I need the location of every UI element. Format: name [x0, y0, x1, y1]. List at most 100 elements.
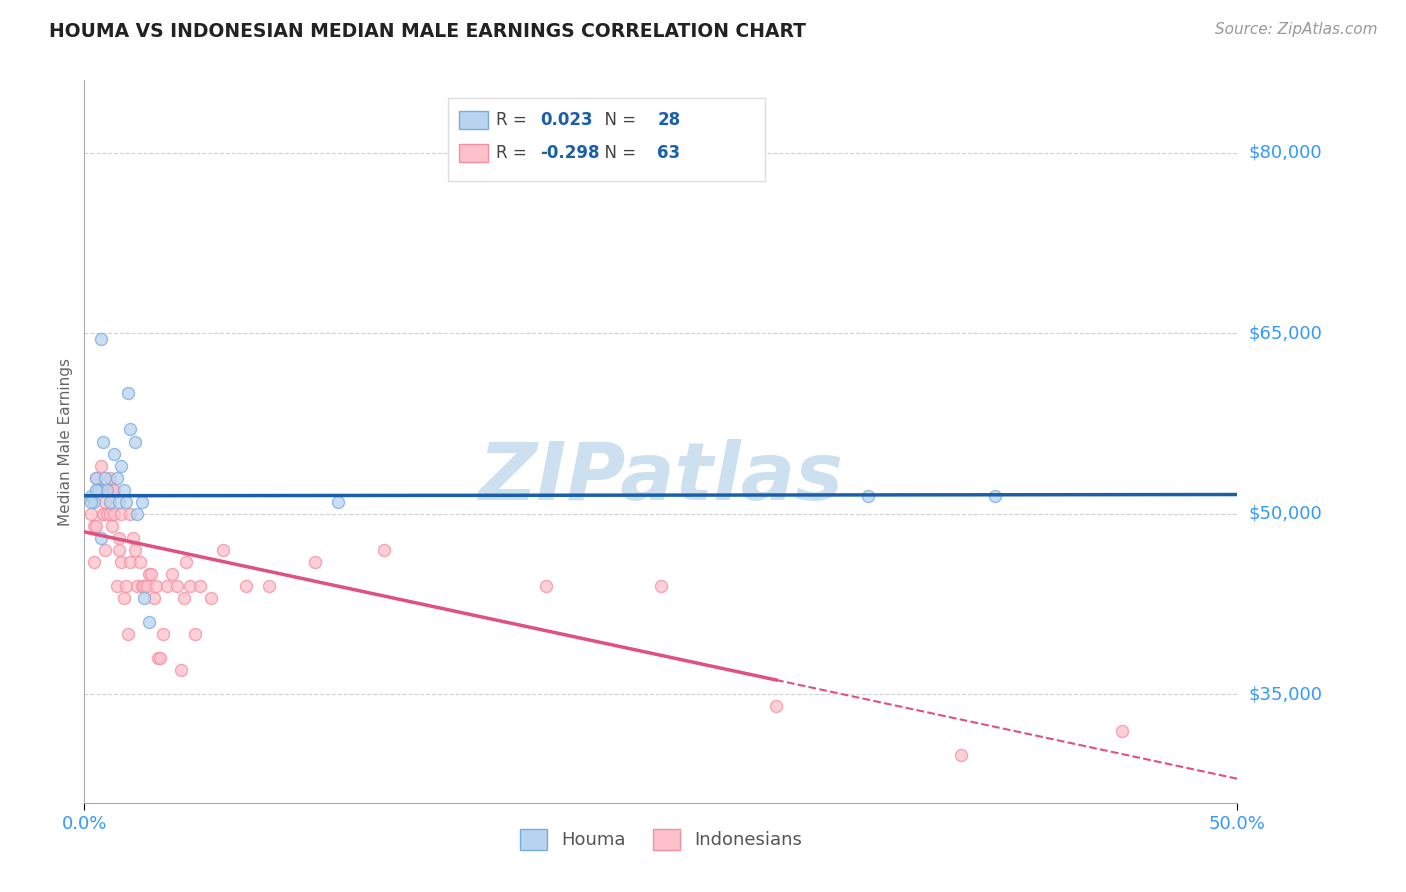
Point — [83, 518, 105, 533]
Point — [96, 483, 118, 497]
Point — [108, 494, 131, 508]
Point — [134, 591, 156, 605]
Point — [110, 507, 132, 521]
Point — [131, 494, 153, 508]
Point — [91, 434, 114, 449]
Text: ZIPatlas: ZIPatlas — [478, 439, 844, 516]
Text: $35,000: $35,000 — [1249, 685, 1323, 704]
Point — [156, 579, 179, 593]
Point — [138, 615, 160, 630]
Point — [115, 494, 138, 508]
Point — [94, 470, 117, 484]
Point — [173, 591, 195, 605]
Point — [89, 483, 111, 497]
Text: $50,000: $50,000 — [1249, 505, 1322, 523]
Point — [117, 386, 139, 401]
Point — [101, 483, 124, 497]
Point — [152, 627, 174, 641]
Point — [91, 507, 114, 521]
Legend: Houma, Indonesians: Houma, Indonesians — [510, 820, 811, 859]
Point — [80, 494, 103, 508]
Point — [127, 507, 149, 521]
Point — [101, 518, 124, 533]
Point — [94, 542, 117, 557]
Point — [83, 494, 105, 508]
Point — [138, 567, 160, 582]
Point — [235, 579, 257, 593]
Point — [145, 579, 167, 593]
Text: -0.298: -0.298 — [540, 144, 599, 161]
Point — [80, 489, 103, 503]
Point — [326, 494, 349, 508]
Point — [211, 542, 233, 557]
Text: HOUMA VS INDONESIAN MEDIAN MALE EARNINGS CORRELATION CHART: HOUMA VS INDONESIAN MEDIAN MALE EARNINGS… — [49, 22, 806, 41]
Point — [96, 507, 118, 521]
Point — [650, 579, 672, 593]
Point — [84, 470, 107, 484]
FancyBboxPatch shape — [460, 144, 488, 161]
Point — [98, 494, 121, 508]
Point — [200, 591, 222, 605]
Point — [170, 664, 193, 678]
Text: N =: N = — [593, 111, 641, 129]
Point — [141, 567, 163, 582]
Point — [117, 627, 139, 641]
Point — [188, 579, 211, 593]
Point — [127, 579, 149, 593]
Point — [103, 446, 125, 460]
Point — [121, 531, 143, 545]
Point — [83, 555, 105, 569]
Point — [110, 458, 132, 473]
Point — [146, 651, 169, 665]
Point — [112, 483, 135, 497]
Point — [120, 422, 142, 436]
Point — [115, 579, 138, 593]
Point — [87, 483, 110, 497]
Point — [184, 627, 207, 641]
FancyBboxPatch shape — [447, 98, 765, 181]
Text: R =: R = — [496, 144, 531, 161]
Point — [98, 470, 121, 484]
Point — [89, 531, 111, 545]
Y-axis label: Median Male Earnings: Median Male Earnings — [58, 358, 73, 525]
Text: N =: N = — [593, 144, 641, 161]
Text: 28: 28 — [658, 111, 681, 129]
Point — [105, 470, 128, 484]
Text: 63: 63 — [658, 144, 681, 161]
Point — [112, 591, 135, 605]
FancyBboxPatch shape — [460, 111, 488, 129]
Point — [166, 579, 188, 593]
Text: 0.023: 0.023 — [540, 111, 592, 129]
Point — [135, 579, 157, 593]
Point — [160, 567, 183, 582]
Point — [108, 531, 131, 545]
Point — [131, 579, 153, 593]
Point — [858, 489, 880, 503]
Point — [103, 507, 125, 521]
Point — [149, 651, 172, 665]
Text: R =: R = — [496, 111, 531, 129]
Point — [110, 555, 132, 569]
Point — [373, 542, 395, 557]
Point — [142, 591, 165, 605]
Point — [134, 579, 156, 593]
Text: Source: ZipAtlas.com: Source: ZipAtlas.com — [1215, 22, 1378, 37]
Point — [124, 542, 146, 557]
Point — [120, 507, 142, 521]
Point — [84, 518, 107, 533]
Point — [84, 470, 107, 484]
Point — [87, 483, 110, 497]
Point — [179, 579, 201, 593]
Point — [120, 555, 142, 569]
Point — [1111, 723, 1133, 738]
Point — [98, 507, 121, 521]
Text: $80,000: $80,000 — [1249, 144, 1322, 161]
Point — [257, 579, 280, 593]
Point — [105, 579, 128, 593]
Point — [91, 507, 114, 521]
Point — [128, 555, 150, 569]
Point — [89, 458, 111, 473]
Point — [304, 555, 326, 569]
Point — [84, 483, 107, 497]
Point — [80, 507, 103, 521]
